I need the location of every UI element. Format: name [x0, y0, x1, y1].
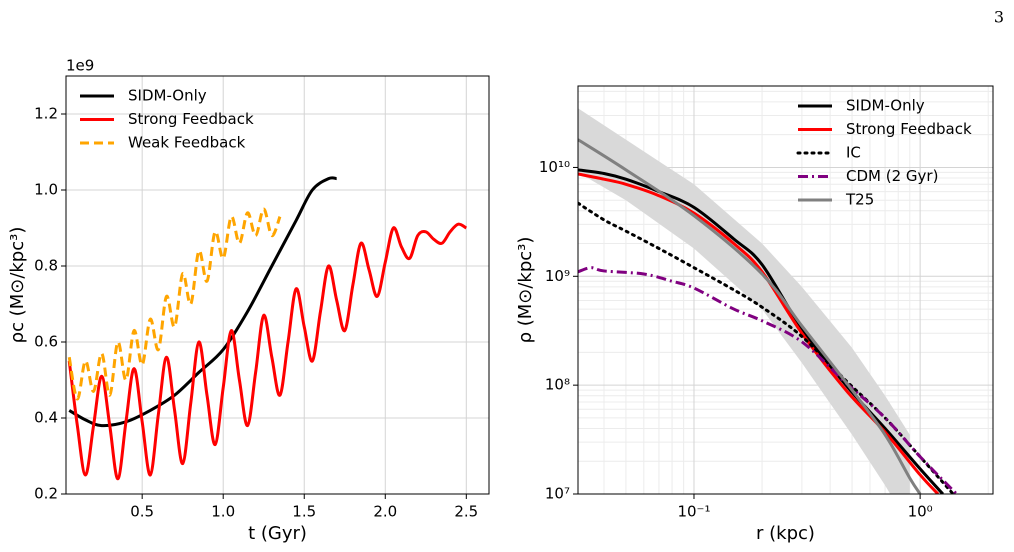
- x-tick-label: 1.5: [292, 503, 316, 521]
- axes-frame: [65, 75, 490, 495]
- legend-label: SIDM-Only: [128, 87, 207, 105]
- x-tick-label: 10⁻¹: [677, 503, 710, 521]
- data-line: [578, 168, 944, 494]
- legend-label: Strong Feedback: [846, 120, 972, 138]
- plot-area: [67, 176, 468, 481]
- x-axis-label: t (Gyr): [248, 523, 307, 544]
- uncertainty-band: [578, 108, 910, 494]
- data-line: [67, 222, 468, 481]
- legend-label: Strong Feedback: [128, 110, 254, 128]
- y-tick-label: 0.8: [34, 257, 58, 275]
- y-tick-label: 0.4: [34, 409, 58, 427]
- y-axis-label: ρ (M⊙/kpc³): [515, 237, 536, 344]
- data-line: [578, 172, 940, 494]
- y-offset-label: 1e9: [66, 57, 94, 75]
- x-tick-label: 2.5: [454, 503, 478, 521]
- x-tick-label: 10⁰: [908, 503, 933, 521]
- legend-label: IC: [846, 144, 861, 162]
- legend-label: SIDM-Only: [846, 97, 925, 115]
- legend-label: CDM (2 Gyr): [846, 167, 938, 185]
- plot-area: [578, 108, 958, 494]
- y-tick-label: 1.0: [34, 181, 58, 199]
- x-tick-label: 0.5: [130, 503, 154, 521]
- data-line: [67, 207, 282, 401]
- x-tick-label: 2.0: [373, 503, 397, 521]
- data-line: [578, 266, 958, 494]
- y-tick-label: 10⁸: [545, 376, 570, 394]
- y-tick-label: 10⁷: [545, 485, 570, 503]
- page-number: 3: [994, 8, 1004, 27]
- axes-frame: [577, 85, 994, 495]
- data-line: [578, 138, 922, 494]
- data-line: [578, 201, 955, 494]
- legend-label: Weak Feedback: [128, 134, 246, 152]
- x-axis-label: r (kpc): [756, 523, 815, 544]
- y-tick-label: 1.2: [34, 105, 58, 123]
- y-axis-label: ρc (M⊙/kpc³): [7, 227, 28, 344]
- y-tick-label: 0.2: [34, 485, 58, 503]
- y-tick-label: 0.6: [34, 333, 58, 351]
- y-tick-label: 10¹⁰: [539, 158, 570, 176]
- data-line: [68, 176, 337, 428]
- chart: 10⁻¹ 10⁰ 10⁷ 10⁸ 10⁹ 10¹⁰ r (kpc) ρ (M⊙/kpc³) SI…: [515, 85, 994, 544]
- chart: 0.5 1.0 1.5 2.0 2.5 0.2 0.4 0.6 0.8 1.0 1.2 t (Gyr)…: [7, 57, 490, 544]
- x-tick-label: 1.0: [211, 503, 235, 521]
- legend-label: T25: [845, 191, 874, 209]
- y-tick-label: 10⁹: [545, 267, 570, 285]
